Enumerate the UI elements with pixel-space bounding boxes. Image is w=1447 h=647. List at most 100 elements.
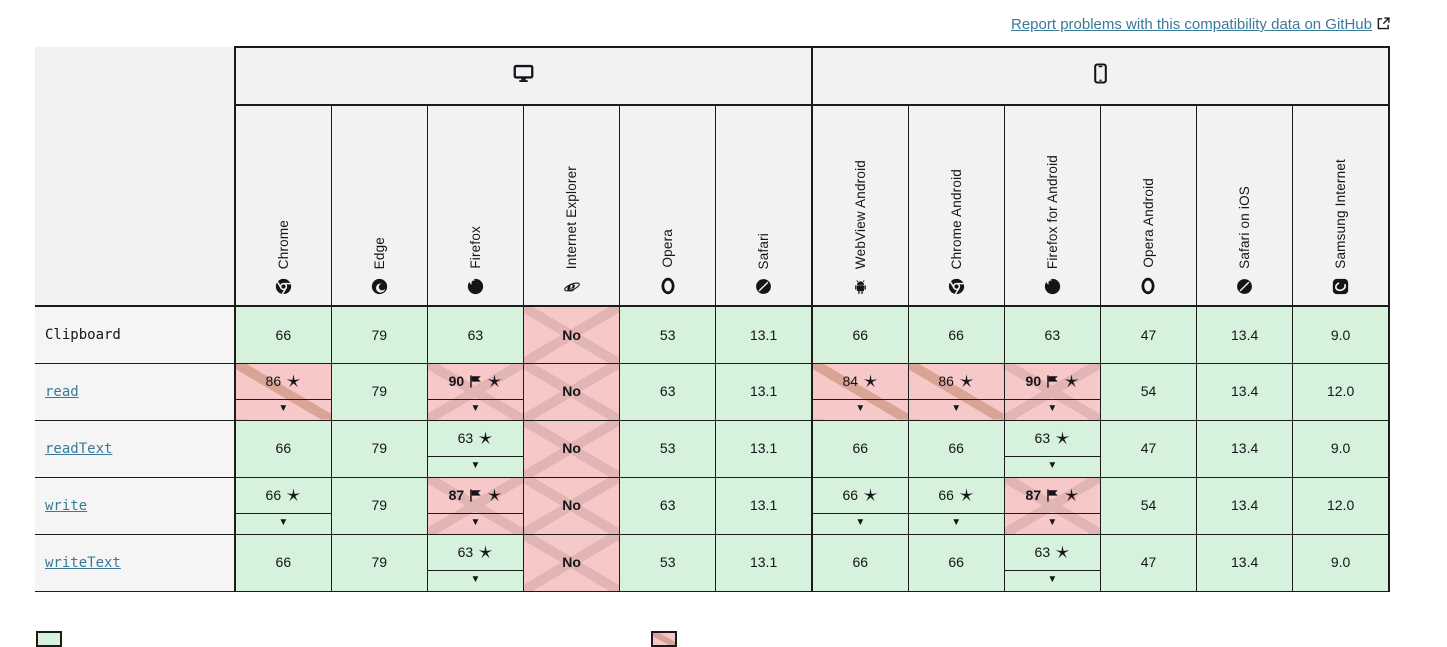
expand-toggle[interactable]: ▼ bbox=[908, 512, 1004, 533]
version-number: 66 bbox=[275, 440, 292, 456]
support-cell-content: 66 bbox=[909, 421, 1004, 476]
version-number: No bbox=[562, 497, 581, 513]
version-number: 13.4 bbox=[1231, 497, 1259, 513]
support-value: 87 bbox=[1005, 478, 1100, 513]
support-cell: 12.0 bbox=[1292, 476, 1391, 535]
expand-toggle[interactable]: ▼ bbox=[812, 512, 908, 533]
support-cell: 9.0 bbox=[1292, 305, 1391, 364]
support-cell[interactable]: 90 ▼ bbox=[426, 362, 524, 421]
opera-icon bbox=[660, 277, 676, 295]
expand-toggle[interactable]: ▼ bbox=[1004, 569, 1100, 590]
feature-link[interactable]: read bbox=[45, 383, 79, 400]
support-cell[interactable]: 66 ▼ bbox=[234, 476, 332, 535]
browser-name: Opera Android bbox=[1140, 178, 1156, 268]
flag-icon bbox=[469, 374, 482, 388]
feature-link[interactable]: writeText bbox=[45, 554, 121, 571]
support-cell-content: 13.1 bbox=[716, 478, 811, 533]
star-icon bbox=[863, 373, 878, 389]
support-cell: 53 bbox=[619, 419, 717, 478]
expand-toggle[interactable]: ▼ bbox=[812, 398, 908, 419]
support-cell[interactable]: 90 ▼ bbox=[1003, 362, 1101, 421]
support-cell-content: 13.1 bbox=[716, 421, 811, 476]
version-number: 66 bbox=[275, 554, 292, 570]
expand-toggle[interactable]: ▼ bbox=[427, 455, 523, 476]
star-icon bbox=[286, 373, 301, 389]
feature-link[interactable]: write bbox=[45, 497, 88, 514]
support-value: 79 bbox=[332, 478, 427, 533]
expand-toggle[interactable]: ▼ bbox=[1004, 512, 1100, 533]
support-cell: No bbox=[522, 476, 621, 535]
support-value: 12.0 bbox=[1293, 364, 1388, 419]
support-value: 63 bbox=[620, 478, 715, 533]
browser-name: Chrome Android bbox=[948, 168, 964, 269]
chrome-icon bbox=[275, 278, 292, 295]
support-cell[interactable]: 63 ▼ bbox=[426, 533, 524, 592]
browser-header-firefox: Firefox bbox=[426, 104, 524, 307]
support-cell: No bbox=[522, 305, 621, 364]
support-cell[interactable]: 86 ▼ bbox=[234, 362, 332, 421]
version-number: 66 bbox=[852, 440, 869, 456]
support-cell[interactable]: 66 ▼ bbox=[811, 476, 909, 535]
expand-toggle[interactable]: ▼ bbox=[236, 398, 331, 419]
expand-toggle[interactable]: ▼ bbox=[1004, 398, 1100, 419]
browser-header-firefox-android: Firefox for Android bbox=[1003, 104, 1101, 307]
support-cell-content: 12.0 bbox=[1293, 364, 1388, 419]
expand-toggle[interactable]: ▼ bbox=[236, 512, 331, 533]
feature-label-cell: Clipboard bbox=[35, 305, 236, 364]
browser-header-content: Safari bbox=[716, 114, 811, 305]
support-cell: 79 bbox=[330, 476, 428, 535]
chrome-icon bbox=[948, 278, 965, 295]
support-value: 66 bbox=[813, 478, 908, 513]
support-cell[interactable]: 63 ▼ bbox=[426, 419, 524, 478]
support-cell[interactable]: 86 ▼ bbox=[907, 362, 1005, 421]
version-number: 53 bbox=[659, 440, 676, 456]
support-cell: No bbox=[522, 362, 621, 421]
expand-toggle[interactable]: ▼ bbox=[427, 512, 523, 533]
support-cell[interactable]: 84 ▼ bbox=[811, 362, 909, 421]
browser-name: Internet Explorer bbox=[564, 165, 580, 269]
expand-toggle[interactable]: ▼ bbox=[427, 398, 523, 419]
expand-toggle[interactable]: ▼ bbox=[908, 398, 1004, 419]
version-number: 13.1 bbox=[749, 326, 778, 343]
feature-label-cell: writeText bbox=[35, 533, 236, 592]
support-cell: 54 bbox=[1099, 476, 1198, 535]
browser-header-safari: Safari bbox=[715, 104, 813, 307]
support-value: No bbox=[524, 364, 619, 419]
version-number: 66 bbox=[948, 554, 964, 570]
support-cell[interactable]: 63 ▼ bbox=[1003, 419, 1101, 478]
support-value: 54 bbox=[1101, 478, 1196, 533]
support-value: 66 bbox=[236, 478, 331, 513]
support-cell[interactable]: 66 ▼ bbox=[907, 476, 1005, 535]
corner-cell bbox=[35, 47, 236, 307]
star-icon bbox=[1064, 487, 1079, 503]
expand-toggle[interactable]: ▼ bbox=[427, 569, 523, 590]
support-cell: 63 bbox=[619, 362, 717, 421]
version-number: 47 bbox=[1140, 326, 1157, 343]
browser-header-content: Opera bbox=[620, 114, 715, 305]
support-cell-content: 66 bbox=[236, 535, 331, 590]
support-cell-content: 63 ▼ bbox=[1004, 535, 1100, 590]
support-value: 9.0 bbox=[1293, 535, 1388, 590]
support-cell-content: 63 ▼ bbox=[427, 421, 523, 476]
support-cell: 63 bbox=[1003, 305, 1101, 364]
support-value: 66 bbox=[909, 307, 1004, 362]
support-value: 9.0 bbox=[1293, 307, 1388, 362]
version-number: 66 bbox=[852, 326, 869, 343]
browser-header-content: WebView Android bbox=[813, 114, 908, 305]
support-cell[interactable]: 87 ▼ bbox=[1003, 476, 1101, 535]
support-value: 86 bbox=[236, 364, 331, 399]
version-number: 79 bbox=[371, 554, 388, 570]
version-number: 13.4 bbox=[1231, 440, 1259, 456]
support-cell-content: 90 ▼ bbox=[1004, 364, 1100, 419]
support-cell: 66 bbox=[234, 305, 332, 364]
version-number: 13.1 bbox=[749, 440, 778, 456]
support-cell[interactable]: 63 ▼ bbox=[1003, 533, 1101, 592]
version-number: 87 bbox=[448, 487, 465, 503]
support-cell[interactable]: 87 ▼ bbox=[426, 476, 524, 535]
version-number: 13.4 bbox=[1231, 554, 1259, 570]
support-value: 13.4 bbox=[1197, 535, 1292, 590]
feature-link[interactable]: readText bbox=[45, 440, 113, 457]
expand-toggle[interactable]: ▼ bbox=[1004, 455, 1100, 476]
report-problems-label: Report problems with this compatibility … bbox=[1011, 16, 1372, 33]
report-problems-link[interactable]: Report problems with this compatibility … bbox=[1011, 16, 1390, 33]
